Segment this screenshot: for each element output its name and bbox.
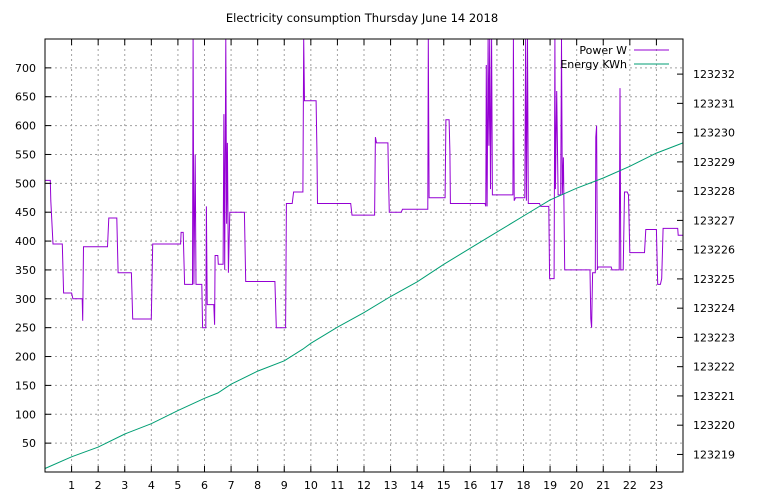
grid [45, 39, 683, 472]
x-tick-label: 20 [570, 479, 584, 492]
y-tick-label: 700 [15, 62, 36, 75]
x-tick-label: 7 [228, 479, 235, 492]
y2-tick-label: 123224 [693, 302, 735, 315]
y-tick-label: 550 [15, 148, 36, 161]
series-line-2 [44, 142, 684, 469]
y-tick-label: 500 [15, 177, 36, 190]
x-tick-label: 2 [95, 479, 102, 492]
x-tick-label: 3 [121, 479, 128, 492]
legend-label-1: Power W [579, 44, 627, 57]
x-tick-label: 23 [649, 479, 663, 492]
x-tick-label: 4 [148, 479, 155, 492]
y2-tick-label: 123230 [693, 127, 735, 140]
x-tick-label: 18 [517, 479, 531, 492]
x-tick-label: 22 [623, 479, 637, 492]
x-tick-label: 1 [68, 479, 75, 492]
x-tick-label: 16 [463, 479, 477, 492]
x-tick-label: 13 [384, 479, 398, 492]
series-line-1 [45, 38, 683, 329]
x-tick-label: 9 [281, 479, 288, 492]
y2-tick-label: 123221 [693, 390, 735, 403]
x-tick-label: 15 [437, 479, 451, 492]
chart-title: Electricity consumption Thursday June 14… [226, 11, 498, 25]
x-tick-label: 11 [330, 479, 344, 492]
y2-tick-label: 123222 [693, 361, 735, 374]
x-tick-label: 5 [174, 479, 181, 492]
x-tick-label: 19 [543, 479, 557, 492]
y-tick-label: 200 [15, 351, 36, 364]
y-tick-label: 400 [15, 235, 36, 248]
y2-tick-label: 123231 [693, 97, 735, 110]
y2-tick-label: 123229 [693, 156, 735, 169]
x-tick-label: 21 [596, 479, 610, 492]
y2-tick-label: 123223 [693, 331, 735, 344]
x-tick-label: 14 [410, 479, 424, 492]
y-tick-label: 650 [15, 91, 36, 104]
y2-tick-label: 123232 [693, 68, 735, 81]
x-tick-label: 6 [201, 479, 208, 492]
y-tick-label: 600 [15, 120, 36, 133]
y2-tick-label: 123228 [693, 185, 735, 198]
x-tick-label: 12 [357, 479, 371, 492]
y-tick-label: 100 [15, 408, 36, 421]
legend-label-2: Energy KWh [560, 58, 627, 71]
y2-tick-label: 123220 [693, 419, 735, 432]
series-layer [44, 38, 684, 469]
y2-tick-label: 123226 [693, 244, 735, 257]
x-tick-label: 8 [254, 479, 261, 492]
axes: 1 2 3 4 5 6 7 8 9 10 11 12 13 14 15 16 17 18 19 20 21 22 23501… [15, 39, 735, 492]
y-tick-label: 350 [15, 264, 36, 277]
y2-tick-label: 123219 [693, 448, 735, 461]
y-tick-label: 250 [15, 322, 36, 335]
y-tick-label: 300 [15, 293, 36, 306]
x-tick-label: 17 [490, 479, 504, 492]
y-tick-label: 150 [15, 379, 36, 392]
y-tick-label: 50 [22, 437, 36, 450]
x-tick-label: 10 [304, 479, 318, 492]
y2-tick-label: 123225 [693, 273, 735, 286]
y2-tick-label: 123227 [693, 214, 735, 227]
y-tick-label: 450 [15, 206, 36, 219]
